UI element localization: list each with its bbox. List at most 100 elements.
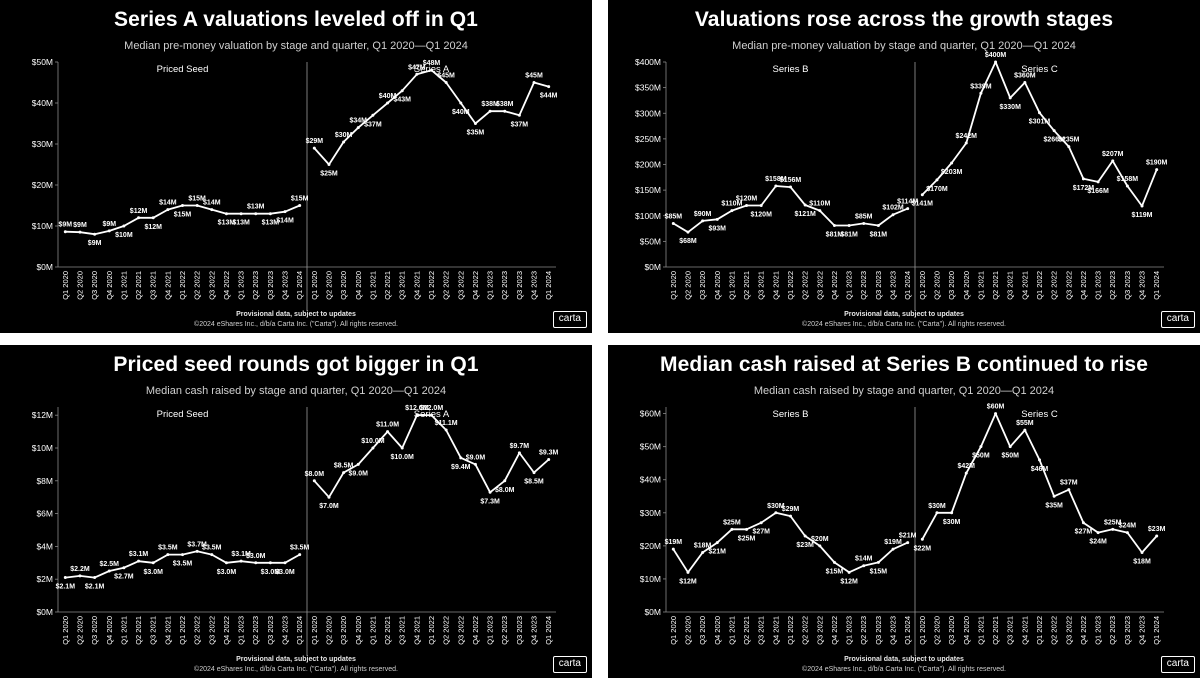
- y-tick-label: $40M: [640, 475, 661, 485]
- x-tick-label: Q3 2022: [456, 616, 465, 645]
- data-point: [935, 178, 939, 182]
- data-label: $110M: [809, 201, 830, 208]
- data-label: $44M: [540, 93, 558, 100]
- x-tick-label: Q3 2021: [149, 616, 158, 645]
- x-tick-label: Q1 2023: [486, 271, 495, 300]
- x-tick-label: Q3 2021: [1006, 616, 1015, 645]
- chart-title: Priced seed rounds got bigger in Q1: [113, 353, 479, 376]
- data-point: [415, 72, 419, 76]
- facet-label: Priced Seed: [157, 409, 209, 420]
- x-tick-label: Q4 2020: [354, 271, 363, 300]
- chart-subtitle: Median cash raised by stage and quarter,…: [753, 385, 1055, 397]
- x-tick-label: Q1 2024: [295, 271, 304, 300]
- x-tick-label: Q1 2024: [903, 271, 912, 300]
- x-tick-label: Q4 2023: [281, 616, 290, 645]
- data-point: [107, 229, 111, 233]
- x-tick-label: Q4 2021: [412, 271, 421, 300]
- x-tick-label: Q1 2022: [1035, 616, 1044, 645]
- data-label: $13M: [262, 220, 280, 227]
- data-label: $12M: [144, 224, 162, 231]
- data-label: $172M: [1073, 185, 1095, 192]
- data-point: [803, 203, 807, 207]
- data-point: [386, 430, 390, 434]
- data-point: [730, 527, 734, 531]
- data-label: $50M: [972, 453, 990, 460]
- x-tick-label: Q1 2021: [976, 616, 985, 645]
- data-point: [745, 204, 749, 207]
- data-point: [803, 534, 807, 538]
- data-label: $30M: [335, 132, 353, 139]
- x-tick-label: Q1 2022: [178, 271, 187, 300]
- data-point: [195, 549, 199, 553]
- x-tick-label: Q4 2023: [889, 616, 898, 645]
- x-tick-label: Q2 2021: [991, 271, 1000, 300]
- y-tick-label: $200M: [635, 160, 661, 170]
- copyright: ©2024 eShares Inc., d/b/a Carta Inc. ("C…: [802, 666, 1006, 673]
- footnote: Provisional data, subject to updates: [236, 311, 356, 318]
- data-point: [268, 212, 272, 216]
- x-tick-label: Q2 2022: [801, 616, 810, 645]
- x-tick-label: Q2 2020: [75, 271, 84, 300]
- data-point: [547, 457, 551, 461]
- data-label: $9.4M: [451, 464, 471, 471]
- x-tick-label: Q4 2021: [1020, 271, 1029, 300]
- data-point: [166, 208, 170, 212]
- data-label: $37M: [1060, 480, 1078, 487]
- data-label: $37M: [511, 121, 529, 128]
- data-label: $27M: [1075, 529, 1093, 536]
- data-label: $15M: [870, 568, 888, 575]
- data-label: $301M: [1029, 119, 1051, 126]
- data-point: [701, 550, 705, 554]
- data-point: [78, 230, 82, 234]
- data-label: $360M: [1014, 73, 1036, 80]
- data-label: $38M: [496, 101, 514, 108]
- data-label: $12M: [840, 578, 858, 585]
- x-tick-label: Q3 2022: [1064, 271, 1073, 300]
- data-point: [818, 209, 822, 213]
- x-tick-label: Q4 2020: [713, 271, 722, 300]
- data-point: [964, 141, 968, 145]
- data-point: [1096, 531, 1100, 535]
- x-tick-label: Q3 2022: [1064, 616, 1073, 645]
- data-point: [686, 230, 690, 234]
- data-label: $2.7M: [114, 574, 134, 581]
- data-label: $102M: [882, 205, 904, 212]
- data-point: [254, 561, 258, 565]
- data-label: $81M: [826, 231, 844, 238]
- data-point: [876, 560, 880, 564]
- data-label: $42M: [958, 463, 976, 470]
- x-tick-label: Q2 2020: [75, 616, 84, 645]
- x-tick-label: Q1 2020: [918, 616, 927, 645]
- y-tick-label: $8M: [36, 476, 53, 486]
- data-label: $166M: [1087, 188, 1109, 195]
- facet-label: Series B: [773, 409, 809, 420]
- data-point: [93, 232, 97, 236]
- chart-panel-seed-cash-raised: Priced seed rounds got bigger in Q1 Medi…: [0, 345, 592, 678]
- x-tick-label: Q1 2023: [237, 616, 246, 645]
- x-tick-label: Q4 2020: [105, 271, 114, 300]
- data-label: $3.0M: [275, 569, 295, 576]
- x-tick-label: Q1 2021: [727, 271, 736, 300]
- x-tick-label: Q1 2022: [786, 271, 795, 300]
- x-tick-label: Q3 2023: [266, 271, 275, 300]
- x-tick-label: Q4 2021: [163, 271, 172, 300]
- x-tick-label: Q4 2020: [962, 616, 971, 645]
- data-label: $9.0M: [466, 454, 486, 461]
- data-point: [122, 224, 126, 228]
- data-label: $18M: [1133, 558, 1151, 565]
- x-tick-label: Q1 2024: [1152, 616, 1161, 645]
- data-label: $114M: [897, 199, 918, 206]
- data-point: [1111, 527, 1115, 531]
- data-point: [181, 204, 184, 207]
- x-tick-label: Q4 2020: [105, 616, 114, 645]
- x-tick-label: Q3 2022: [815, 271, 824, 300]
- x-tick-label: Q4 2021: [1020, 616, 1029, 645]
- data-point: [356, 462, 360, 466]
- data-point: [298, 553, 302, 557]
- chart-title: Series A valuations leveled off in Q1: [114, 8, 478, 31]
- data-point: [891, 213, 895, 217]
- data-point: [1155, 168, 1159, 172]
- data-point: [1081, 177, 1085, 181]
- x-tick-label: Q1 2024: [295, 616, 304, 645]
- y-tick-label: $100M: [635, 211, 661, 221]
